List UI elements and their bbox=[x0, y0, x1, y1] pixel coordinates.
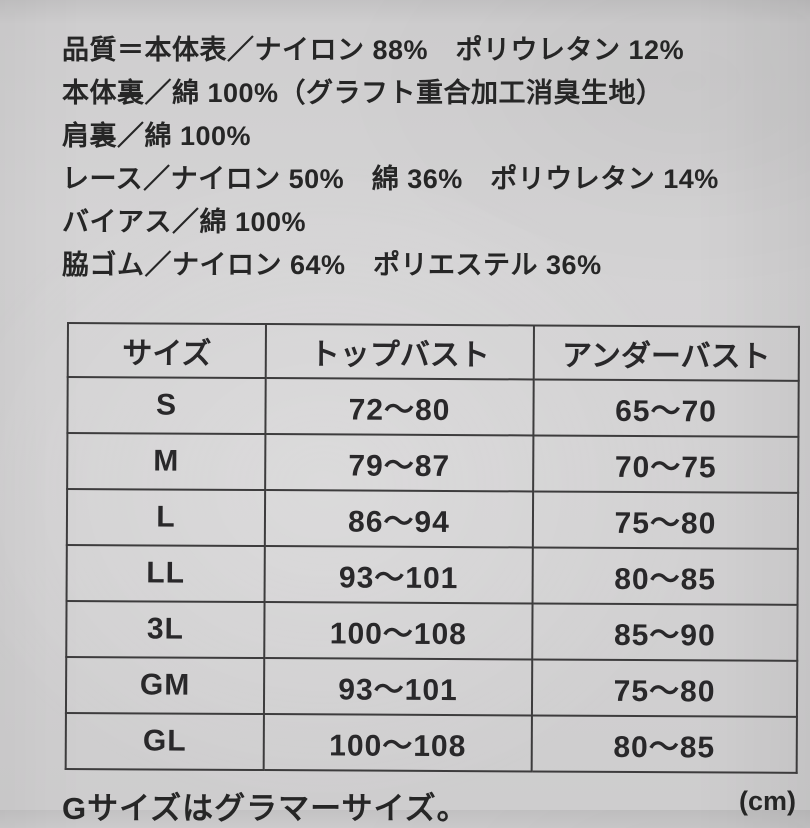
size-chart-table: サイズ トップバスト アンダーバスト S 72〜80 65〜70 M 79〜87… bbox=[65, 322, 800, 774]
table-row: M 79〜87 70〜75 bbox=[67, 433, 799, 493]
table-header-row: サイズ トップバスト アンダーバスト bbox=[67, 323, 799, 381]
under-bust-cell: 80〜85 bbox=[532, 547, 798, 605]
top-bust-cell: 100〜108 bbox=[264, 602, 533, 660]
under-bust-cell: 85〜90 bbox=[532, 603, 798, 661]
composition-line-shoulder-lining: 肩裏／綿 100% bbox=[62, 121, 252, 151]
under-bust-cell: 75〜80 bbox=[531, 659, 798, 717]
top-bust-cell: 72〜80 bbox=[265, 378, 534, 436]
table-row: GM 93〜101 75〜80 bbox=[65, 657, 798, 717]
size-cell: M bbox=[67, 433, 266, 491]
fabric-composition-block: 品質＝本体表／ナイロン 88% ポリウレタン 12% 本体裏／綿 100%（グラ… bbox=[62, 36, 719, 280]
header-top-bust: トップバスト bbox=[265, 324, 534, 380]
size-cell: L bbox=[66, 489, 266, 547]
under-bust-cell: 75〜80 bbox=[532, 491, 799, 549]
size-cell: S bbox=[67, 377, 266, 435]
header-size: サイズ bbox=[67, 323, 266, 379]
composition-line-quality: 品質＝本体表／ナイロン 88% ポリウレタン 12% bbox=[62, 35, 685, 65]
top-bust-cell: 79〜87 bbox=[265, 434, 534, 492]
unit-cm-label: (cm) bbox=[738, 786, 796, 816]
size-cell: GL bbox=[65, 712, 264, 771]
size-cell: 3L bbox=[66, 601, 265, 659]
table-row: GL 100〜108 80〜85 bbox=[65, 712, 797, 773]
composition-line-bias: バイアス／綿 100% bbox=[62, 207, 307, 237]
top-bust-cell: 93〜101 bbox=[264, 546, 533, 604]
composition-line-side-elastic: 脇ゴム／ナイロン 64% ポリエステル 36% bbox=[62, 250, 602, 280]
under-bust-cell: 80〜85 bbox=[531, 715, 797, 773]
under-bust-cell: 70〜75 bbox=[533, 435, 799, 493]
size-cell: GM bbox=[65, 657, 265, 715]
table-row: LL 93〜101 80〜85 bbox=[66, 545, 798, 605]
table-row: S 72〜80 65〜70 bbox=[67, 377, 799, 437]
top-bust-cell: 93〜101 bbox=[263, 658, 533, 716]
table-row: 3L 100〜108 85〜90 bbox=[66, 601, 798, 661]
header-under-bust: アンダーバスト bbox=[533, 325, 799, 381]
glamour-size-note: Gサイズはグラマーサイズ。 bbox=[62, 791, 469, 826]
under-bust-cell: 65〜70 bbox=[533, 379, 799, 437]
table-row: L 86〜94 75〜80 bbox=[66, 489, 799, 549]
composition-line-body-lining: 本体裏／綿 100%（グラフト重合加工消臭生地） bbox=[62, 78, 664, 108]
top-bust-cell: 86〜94 bbox=[264, 490, 534, 548]
composition-line-lace: レース／ナイロン 50% 綿 36% ポリウレタン 14% bbox=[62, 164, 719, 194]
size-cell: LL bbox=[66, 545, 265, 603]
top-bust-cell: 100〜108 bbox=[263, 714, 532, 772]
